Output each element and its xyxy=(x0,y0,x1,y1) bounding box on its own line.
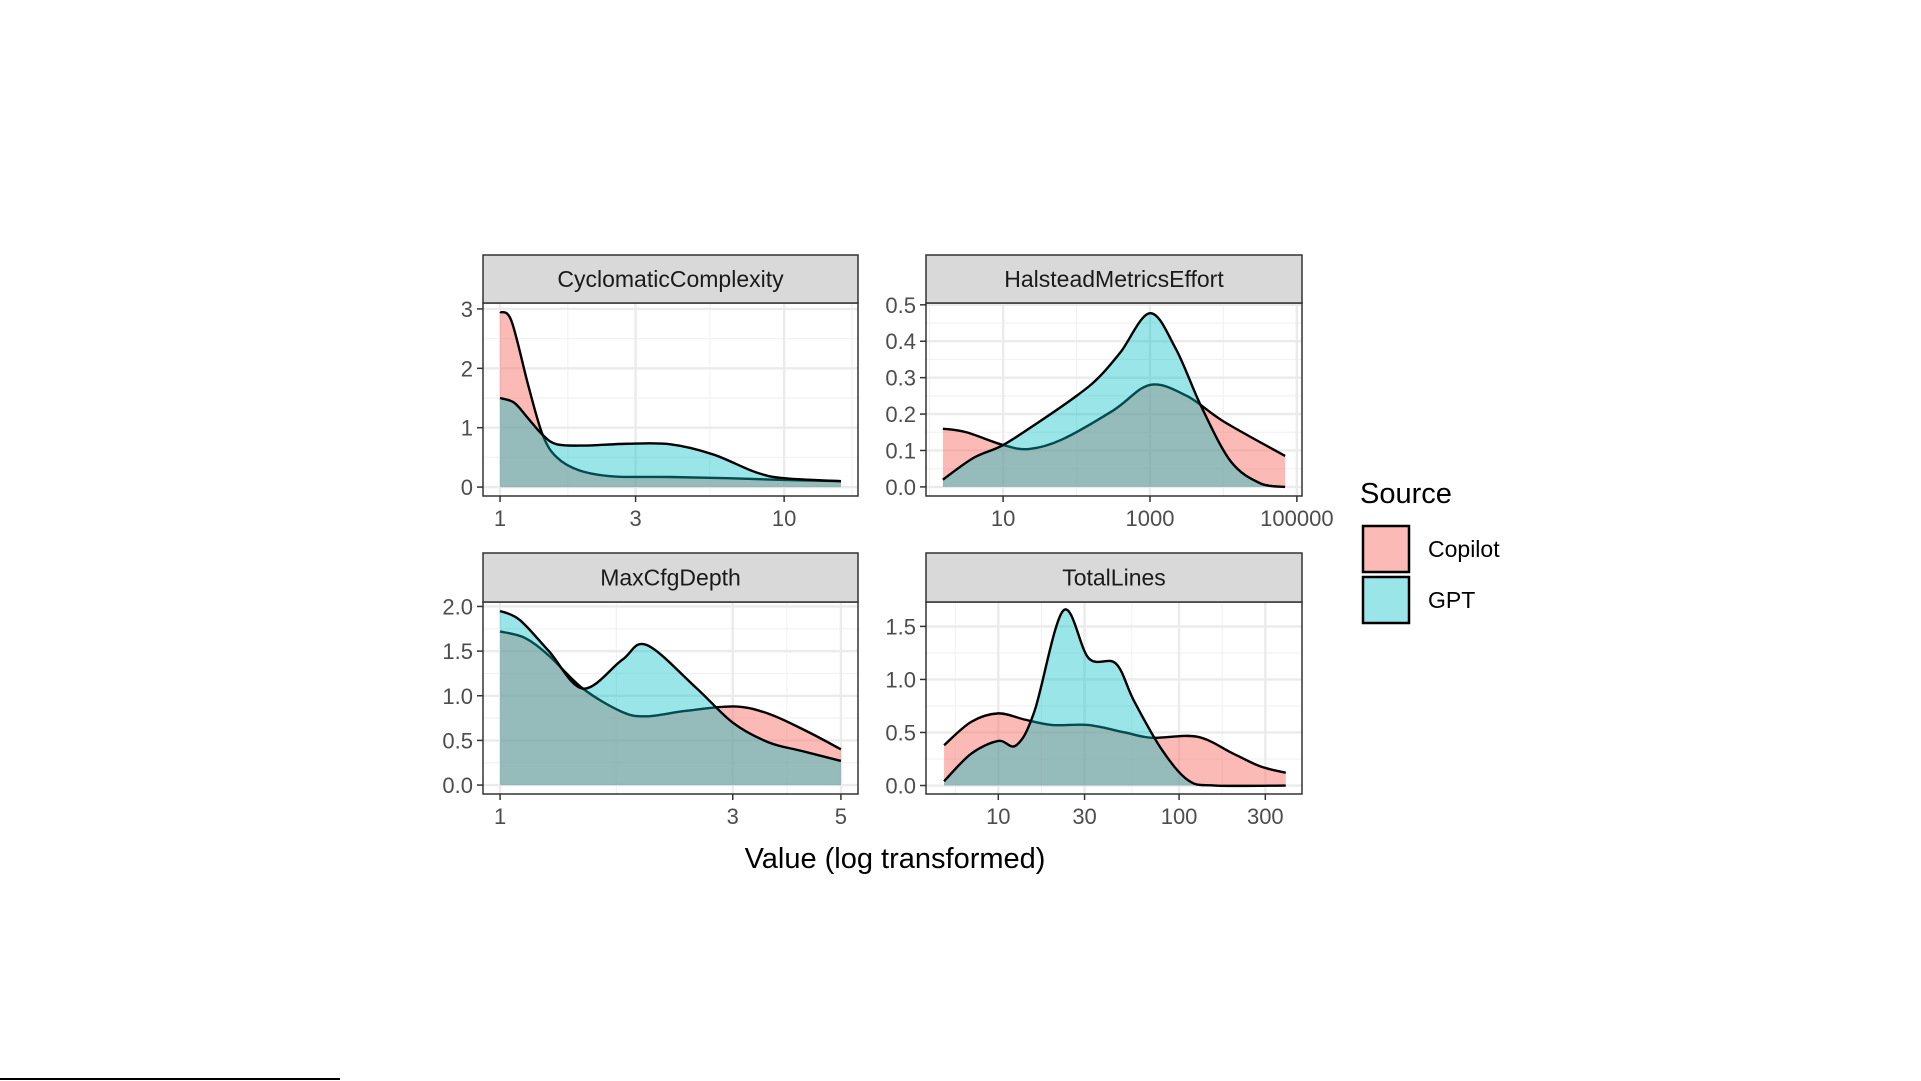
x-tick-label: 3 xyxy=(629,506,641,531)
bottom-rule xyxy=(0,1078,340,1080)
panel-halsteadmetricseffort: HalsteadMetricsEffort 10 1000 100000 0.0 0.1 0… xyxy=(885,254,1334,531)
facet-strip-label: TotalLines xyxy=(1062,565,1166,591)
y-tick-label: 1.5 xyxy=(442,639,473,664)
legend-key-copilot xyxy=(1361,524,1411,574)
y-tick-label: 0.0 xyxy=(885,475,916,500)
y-tick-label: 0 xyxy=(461,475,473,500)
x-tick-label: 10 xyxy=(986,804,1010,829)
facet-strip-label: HalsteadMetricsEffort xyxy=(1004,266,1224,292)
density-area-gpt xyxy=(500,610,841,786)
x-tick-label: 10 xyxy=(991,506,1015,531)
facet-strip-label: MaxCfgDepth xyxy=(600,565,741,591)
density-area-copilot xyxy=(500,311,841,488)
density-area-copilot xyxy=(942,384,1286,487)
x-tick-label: 300 xyxy=(1247,804,1284,829)
facet-strip xyxy=(482,552,859,603)
x-tick-label: 3 xyxy=(727,804,739,829)
y-tick-label: 1.5 xyxy=(885,614,916,639)
density-line-gpt xyxy=(943,608,1286,788)
facet-strip-label: CyclomaticComplexity xyxy=(557,266,784,292)
facet-strip xyxy=(925,254,1303,304)
x-tick-label: 5 xyxy=(835,804,847,829)
density-area-gpt xyxy=(942,313,1286,487)
panel-maxcfgdepth: MaxCfgDepth 1 3 5 0.0 0.5 1.0 1.5 2.0 xyxy=(442,552,859,829)
y-tick-label: 0.1 xyxy=(885,438,916,463)
x-tick-label: 1 xyxy=(494,506,506,531)
y-tick-label: 0.0 xyxy=(442,773,473,798)
legend-key-gpt xyxy=(1361,575,1411,625)
y-tick-label: 0.5 xyxy=(885,293,916,318)
x-tick-label: 100 xyxy=(1161,804,1198,829)
density-area-gpt xyxy=(500,398,841,488)
legend-title: Source xyxy=(1360,478,1452,510)
y-tick-label: 0.5 xyxy=(885,720,916,745)
density-area-copilot xyxy=(944,713,1286,786)
density-line-copilot xyxy=(499,310,841,483)
x-tick-label: 100000 xyxy=(1260,506,1333,531)
y-tick-label: 0.4 xyxy=(885,329,916,354)
legend-label-gpt: GPT xyxy=(1428,587,1475,613)
density-area-gpt xyxy=(944,609,1286,786)
density-line-gpt xyxy=(499,396,842,483)
y-tick-label: 0.2 xyxy=(885,402,916,427)
density-line-gpt xyxy=(942,311,1286,489)
density-line-copilot xyxy=(943,712,1287,774)
y-tick-label: 1.0 xyxy=(885,667,916,692)
y-tick-label: 1.0 xyxy=(442,684,473,709)
x-tick-label: 30 xyxy=(1072,804,1096,829)
x-tick-label: 10 xyxy=(772,506,796,531)
density-line-gpt xyxy=(499,609,842,763)
y-tick-label: 3 xyxy=(461,297,473,322)
density-line-copilot xyxy=(499,630,842,751)
panel-totallines: TotalLines 10 30 100 300 0.0 0.5 1.0 1.5 xyxy=(885,552,1303,829)
facet-strip xyxy=(482,254,859,304)
density-area-copilot xyxy=(500,631,841,786)
density-line-copilot xyxy=(942,383,1286,457)
legend: Source Copilot GPT xyxy=(1360,478,1500,625)
y-tick-label: 1 xyxy=(461,416,473,441)
legend-label-copilot: Copilot xyxy=(1428,536,1500,562)
y-tick-label: 0.5 xyxy=(442,728,473,753)
x-tick-label: 1000 xyxy=(1126,506,1175,531)
y-tick-label: 2.0 xyxy=(442,594,473,619)
y-tick-label: 2 xyxy=(461,356,473,381)
x-axis-title: Value (log transformed) xyxy=(745,843,1046,875)
y-tick-label: 0.0 xyxy=(885,774,916,799)
y-tick-label: 0.3 xyxy=(885,366,916,391)
x-tick-label: 1 xyxy=(494,804,506,829)
facet-strip xyxy=(925,552,1303,603)
